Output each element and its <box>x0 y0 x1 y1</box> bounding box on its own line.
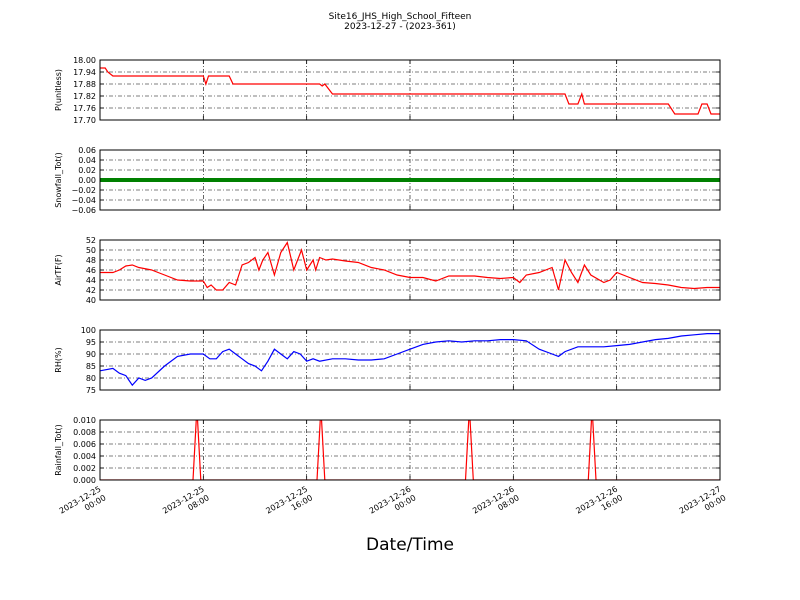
y-axis-label: Rainfall_Tot() <box>54 424 63 476</box>
y-tick-label: 17.94 <box>73 68 96 77</box>
y-tick-label: 44 <box>86 276 96 285</box>
y-tick-label: 52 <box>86 236 96 245</box>
chart-title: Site16_JHS_High_School_Fifteen <box>329 12 472 22</box>
y-tick-label: 0.006 <box>73 440 96 449</box>
y-tick-label: 0.002 <box>73 464 96 473</box>
y-tick-label: 0.06 <box>78 146 96 155</box>
y-tick-label: −0.06 <box>71 206 96 215</box>
x-tick-label: 2023-12-2600:00 <box>368 485 418 525</box>
panel-5: 0.000 0.002 0.004 0.006 0.008 0.010 Rainfall_T… <box>54 416 721 485</box>
y-tick-label: 42 <box>86 286 96 295</box>
y-tick-label: 0.000 <box>73 476 96 485</box>
x-tick-label: 2023-12-2516:00 <box>264 485 314 525</box>
panel-frame <box>99 419 721 481</box>
y-axis-label: Snowfall_Tot() <box>54 152 63 208</box>
y-tick-label: −0.02 <box>71 186 96 195</box>
y-axis-label: P(unitless) <box>54 69 63 111</box>
panel-frame <box>99 329 721 391</box>
panel-frame <box>99 149 721 211</box>
y-tick-label: 90 <box>86 350 96 359</box>
x-tick-label: 2023-12-2508:00 <box>161 485 211 525</box>
y-tick-label: 0.04 <box>78 156 96 165</box>
chart-panels: 17.70 17.76 17.82 17.88 17.94 18.00 P(unitless… <box>54 56 721 485</box>
y-tick-label: 46 <box>86 266 96 275</box>
panel-frame <box>99 239 721 301</box>
x-tick-label: 2023-12-2616:00 <box>574 485 624 525</box>
y-tick-label: 17.82 <box>73 92 96 101</box>
series-line <box>100 67 720 115</box>
y-tick-label: 80 <box>86 374 96 383</box>
panel-2: −0.06−0.04−0.020.000.020.040.06 Snowfall_… <box>54 146 721 215</box>
y-tick-label: 0.02 <box>78 166 96 175</box>
y-tick-label: 50 <box>86 246 96 255</box>
y-tick-label: 0.00 <box>78 176 96 185</box>
y-tick-label: 40 <box>86 296 96 305</box>
y-tick-label: 17.88 <box>73 80 96 89</box>
y-axis-label: RH(%) <box>54 347 63 372</box>
chart-subtitle: 2023-12-27 - (2023-361) <box>344 22 456 32</box>
x-tick-labels: 2023-12-2500:00 2023-12-2508:00 2023-12-25… <box>58 485 728 525</box>
y-tick-label: 95 <box>86 338 96 347</box>
panel-frame <box>99 59 721 121</box>
x-tick-label: 2023-12-2700:00 <box>678 485 728 525</box>
y-tick-label: 100 <box>81 326 96 335</box>
x-tick-label: 2023-12-2608:00 <box>471 485 521 525</box>
series-line <box>100 240 720 291</box>
y-tick-label: 48 <box>86 256 96 265</box>
y-tick-label: −0.04 <box>71 196 96 205</box>
x-axis-label: Date/Time <box>366 535 454 555</box>
y-tick-label: 17.70 <box>73 116 96 125</box>
y-tick-label: 17.76 <box>73 104 96 113</box>
y-tick-label: 18.00 <box>73 56 96 65</box>
y-tick-label: 75 <box>86 386 96 395</box>
panel-4: 75 80 85 90 95 100 RH(%) <box>54 326 721 395</box>
y-tick-label: 0.004 <box>73 452 96 461</box>
panel-1: 17.70 17.76 17.82 17.88 17.94 18.00 P(unitless… <box>54 56 721 125</box>
series-line <box>100 333 720 387</box>
y-tick-label: 0.010 <box>73 416 96 425</box>
y-axis-label: AirTF(F) <box>54 254 63 285</box>
y-tick-label: 85 <box>86 362 96 371</box>
y-tick-label: 0.008 <box>73 428 96 437</box>
x-tick-label: 2023-12-2500:00 <box>58 485 108 525</box>
